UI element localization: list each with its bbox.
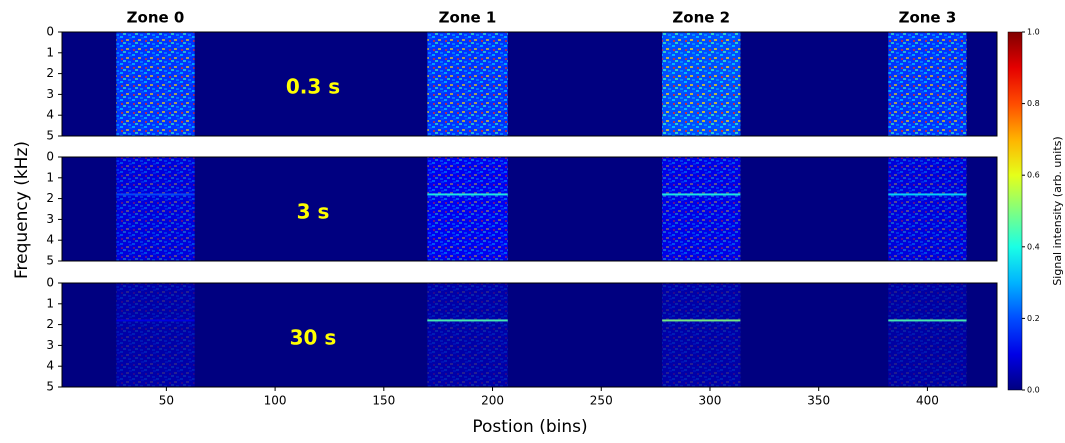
frequency-line: [427, 319, 508, 322]
colorbar-tick-label: 0.0: [1027, 386, 1040, 395]
frequency-line: [116, 193, 195, 196]
frequency-line: [888, 319, 967, 322]
y-tick-label: 1: [46, 45, 54, 59]
y-tick-label: 4: [46, 108, 54, 122]
zone-texture: [427, 157, 508, 261]
y-tick-label: 2: [46, 191, 54, 205]
y-axis-label: Frequency (kHz): [12, 141, 32, 279]
y-tick-label: 1: [46, 170, 54, 184]
zone-texture: [116, 283, 195, 387]
y-tick-label: 5: [46, 380, 54, 394]
colorbar-label: Signal intensity (arb. units): [1051, 136, 1064, 285]
zone-texture: [116, 157, 195, 261]
zone-texture: [662, 32, 741, 136]
panel-frame: [61, 31, 998, 137]
panel-label: 30 s: [290, 326, 337, 350]
panel-frame: [61, 156, 998, 262]
heatmap-background: [62, 157, 997, 261]
y-tick-label: 5: [46, 129, 54, 143]
zone-label: Zone 1: [439, 9, 497, 27]
zone-texture: [116, 32, 195, 136]
y-tick-label: 3: [46, 212, 54, 226]
colorbar-tick-label: 0.2: [1027, 314, 1040, 323]
colorbar-tick-label: 1.0: [1027, 28, 1040, 37]
y-tick-label: 0: [46, 150, 54, 164]
colorbar-tick-label: 0.6: [1027, 171, 1040, 180]
x-tick-label: 150: [372, 394, 395, 408]
heatmap-background: [62, 283, 997, 387]
colorbar: [1007, 31, 1023, 391]
zone-label: Zone 0: [127, 9, 185, 27]
frequency-line: [662, 319, 741, 322]
zone-texture: [888, 283, 967, 387]
zone-texture: [888, 32, 967, 136]
panel-label: 0.3 s: [286, 75, 340, 99]
zone-texture: [427, 32, 508, 136]
y-tick-label: 0: [46, 276, 54, 290]
frequency-line: [888, 193, 967, 196]
zone-texture: [662, 283, 741, 387]
heatmap-background: [62, 32, 997, 136]
zone-label: Zone 2: [672, 9, 730, 27]
y-tick-label: 2: [46, 66, 54, 80]
x-tick-label: 50: [159, 394, 174, 408]
zone-texture: [888, 157, 967, 261]
x-tick-label: 350: [807, 394, 830, 408]
x-tick-label: 250: [590, 394, 613, 408]
frequency-line: [662, 193, 741, 196]
y-tick-label: 3: [46, 87, 54, 101]
y-tick-label: 3: [46, 338, 54, 352]
y-tick-label: 4: [46, 233, 54, 247]
colorbar-tick-label: 0.4: [1027, 242, 1040, 251]
x-axis-label: Postion (bins): [472, 417, 587, 437]
y-tick-label: 0: [46, 25, 54, 39]
x-tick-label: 100: [264, 394, 287, 408]
y-tick-label: 2: [46, 317, 54, 331]
y-tick-label: 4: [46, 359, 54, 373]
colorbar-tick-label: 0.8: [1027, 99, 1040, 108]
x-tick-label: 200: [481, 394, 504, 408]
panel-label: 3 s: [297, 200, 330, 224]
y-tick-label: 1: [46, 296, 54, 310]
zone-texture: [427, 283, 508, 387]
panel-frame: [61, 282, 998, 388]
x-tick-label: 300: [699, 394, 722, 408]
frequency-line: [116, 319, 195, 322]
frequency-line: [427, 193, 508, 196]
zone-label: Zone 3: [899, 9, 957, 27]
y-tick-label: 5: [46, 254, 54, 268]
x-tick-label: 400: [916, 394, 939, 408]
zone-texture: [662, 157, 741, 261]
